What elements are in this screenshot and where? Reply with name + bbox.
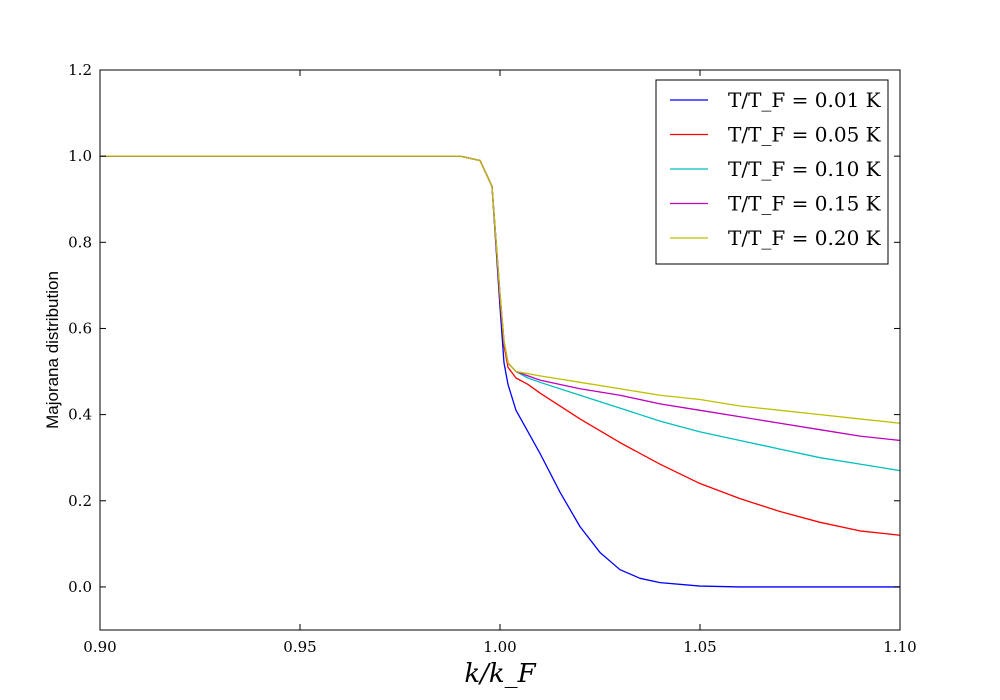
legend-label: T/T_F = 0.15 K: [728, 192, 882, 216]
y-tick-label: 0.0: [68, 578, 92, 596]
x-tick-label: 1.00: [483, 638, 516, 656]
x-axis-label: k/k_F: [464, 659, 536, 689]
x-tick-label: 0.90: [83, 638, 116, 656]
x-tick-label: 1.10: [883, 638, 916, 656]
legend-label: T/T_F = 0.10 K: [728, 157, 882, 181]
legend-label: T/T_F = 0.20 K: [728, 226, 882, 250]
legend: T/T_F = 0.01 K T/T_F = 0.05 K T/T_F = 0.10…: [655, 79, 889, 265]
x-tick-labels: 0.90 0.95 1.00 1.05 1.10: [83, 638, 916, 656]
x-tick-label: 0.95: [283, 638, 316, 656]
y-tick-label: 0.2: [68, 492, 92, 510]
y-tick-label: 0.8: [68, 233, 92, 251]
y-tick-label: 1.2: [68, 61, 92, 79]
legend-label: T/T_F = 0.05 K: [728, 123, 882, 147]
y-tick-label: 1.0: [68, 147, 92, 165]
x-tick-label: 1.05: [683, 638, 716, 656]
legend-label: T/T_F = 0.01 K: [728, 88, 882, 112]
series-line-5: [100, 155, 900, 424]
y-axis-label: Majorana distribution: [43, 271, 62, 429]
y-tick-label: 0.4: [68, 406, 92, 424]
y-tick-labels: 0.0 0.2 0.4 0.6 0.8 1.0 1.2: [68, 61, 92, 596]
y-tick-label: 0.6: [68, 319, 92, 337]
plot-frame: [99, 69, 901, 631]
legend-box: [655, 79, 889, 265]
plot-area: [100, 155, 900, 588]
